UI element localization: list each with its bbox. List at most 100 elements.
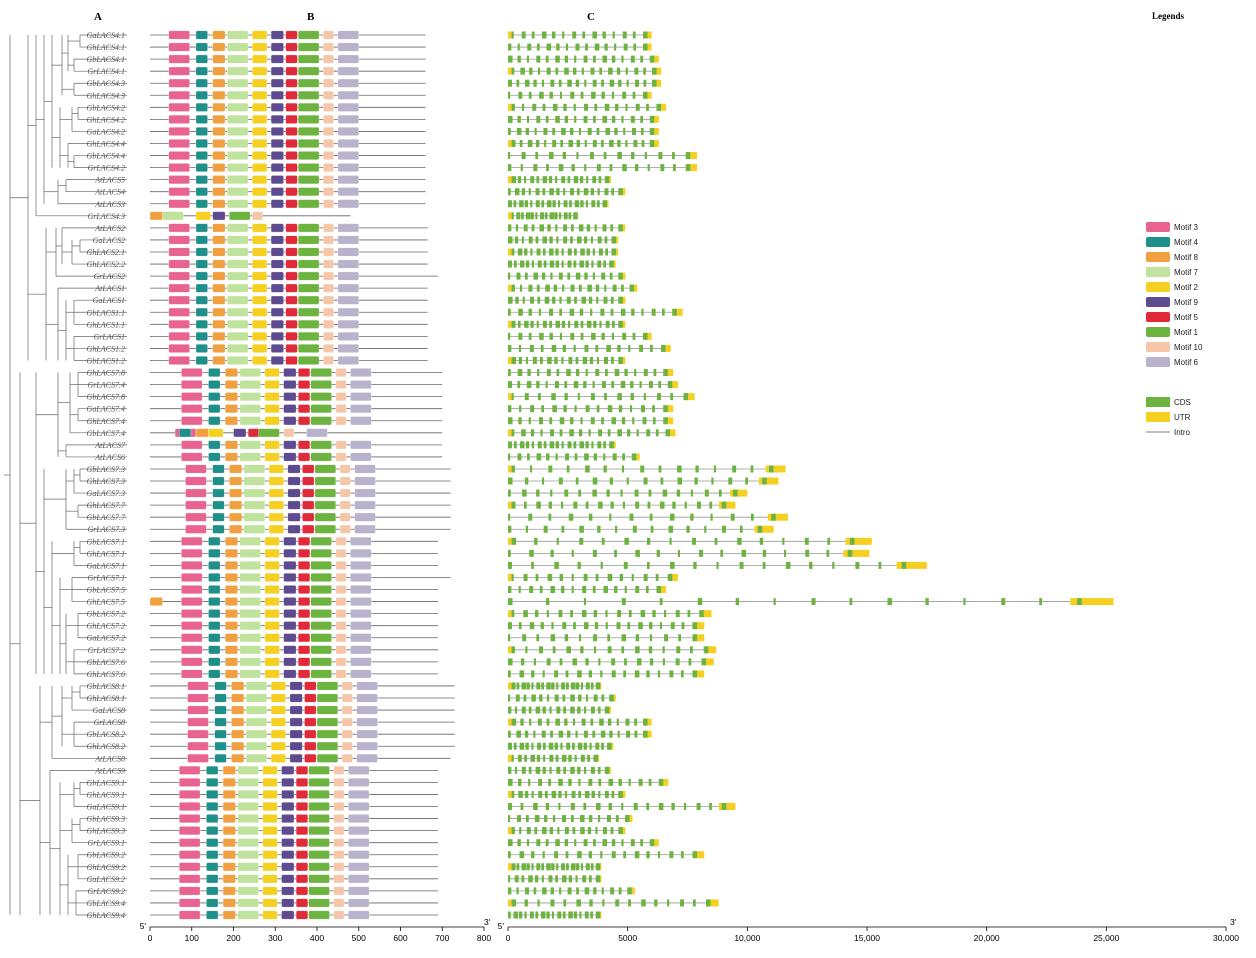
cds-block — [561, 176, 566, 184]
cds-block — [704, 525, 707, 533]
cds-block — [611, 248, 617, 256]
cds-block — [601, 887, 604, 895]
cds-block — [622, 31, 627, 39]
motif-box — [298, 307, 320, 317]
cds-block — [545, 284, 550, 292]
leaf-label: GbLACS7.8 — [87, 393, 125, 402]
cds-block — [516, 127, 522, 135]
cds-block — [561, 441, 564, 449]
motif-box — [298, 597, 311, 606]
motif-box — [206, 802, 219, 811]
motif-box — [229, 476, 242, 486]
motif-box — [262, 790, 278, 799]
motif-box — [281, 886, 295, 896]
motif-box — [283, 536, 297, 546]
cds-block — [710, 513, 713, 521]
cds-block — [536, 248, 541, 256]
cds-block — [604, 706, 610, 714]
cds-block — [548, 501, 553, 509]
motif-box — [268, 464, 284, 474]
motif-box — [350, 536, 372, 546]
cds-block — [548, 513, 552, 521]
legend-label: Motif 3 — [1174, 223, 1199, 232]
cds-block — [617, 610, 622, 618]
motif-box — [270, 705, 286, 715]
cds-block — [603, 465, 607, 473]
cds-block — [545, 803, 550, 811]
cds-block — [595, 742, 600, 750]
cds-block — [576, 188, 580, 196]
cds-block — [660, 164, 665, 172]
cds-block — [548, 875, 553, 883]
motif-box — [270, 332, 284, 341]
cds-block — [537, 260, 542, 268]
cds-block — [593, 453, 598, 461]
motif-box — [298, 404, 311, 414]
cds-block — [614, 549, 617, 557]
motif-box — [337, 127, 359, 136]
cds-block — [617, 429, 622, 437]
cds-block — [624, 586, 627, 594]
cds-block — [596, 127, 600, 135]
cds-block — [522, 296, 525, 304]
cds-block — [551, 393, 556, 401]
cds-block — [617, 730, 620, 738]
cds-block — [925, 598, 929, 606]
cds-block — [570, 127, 574, 135]
motif-box — [181, 621, 203, 631]
cds-block — [581, 67, 584, 75]
cds-block — [565, 670, 569, 678]
legend-label: Motif 4 — [1174, 238, 1199, 247]
cds-block — [518, 332, 523, 340]
motif-box — [323, 66, 334, 76]
motif-box — [356, 717, 378, 727]
cds-block — [568, 875, 573, 883]
motif-box — [356, 741, 378, 751]
cds-block — [546, 67, 551, 75]
cds-block — [554, 694, 559, 702]
leaf-label: GhLACS7.5 — [87, 598, 125, 607]
motif-box — [212, 344, 226, 353]
motif-box — [237, 765, 259, 775]
motif-box — [168, 90, 190, 100]
motif-box — [222, 778, 236, 787]
leaf-label: GhLACS2.1 — [87, 248, 125, 257]
cds-block — [549, 441, 555, 449]
cds-block — [535, 911, 539, 919]
cds-block — [621, 115, 624, 123]
motif-box — [212, 42, 226, 52]
cds-block — [567, 272, 571, 280]
cds-block — [762, 549, 767, 557]
motif-box — [212, 54, 226, 64]
motif-box — [247, 428, 260, 438]
cds-block — [568, 754, 572, 762]
cds-block — [604, 176, 610, 184]
cds-block — [609, 694, 614, 702]
motif-box — [231, 741, 245, 751]
motif-box — [227, 42, 249, 52]
cds-block — [657, 393, 661, 401]
cds-block — [588, 875, 592, 883]
motif-box — [337, 66, 359, 76]
cds-block — [607, 634, 611, 642]
cds-block — [526, 863, 530, 871]
cds-block — [540, 911, 546, 919]
cds-block — [695, 465, 699, 473]
cds-block — [549, 308, 554, 316]
cds-block — [586, 320, 592, 328]
leaf-label: GrLACS4.2 — [87, 164, 125, 173]
motif-box — [298, 199, 320, 209]
cds-block — [549, 260, 555, 268]
cds-block — [574, 115, 577, 123]
cds-block — [624, 537, 629, 545]
motif-box — [333, 886, 345, 896]
motif-box — [208, 669, 221, 679]
cds-block — [692, 622, 698, 630]
cds-block — [543, 754, 546, 762]
legend-swatch — [1146, 412, 1170, 422]
cds-block — [611, 417, 617, 425]
cds-block — [640, 465, 645, 473]
cds-block — [520, 718, 524, 726]
cds-block — [531, 790, 534, 798]
cds-block — [570, 332, 575, 340]
